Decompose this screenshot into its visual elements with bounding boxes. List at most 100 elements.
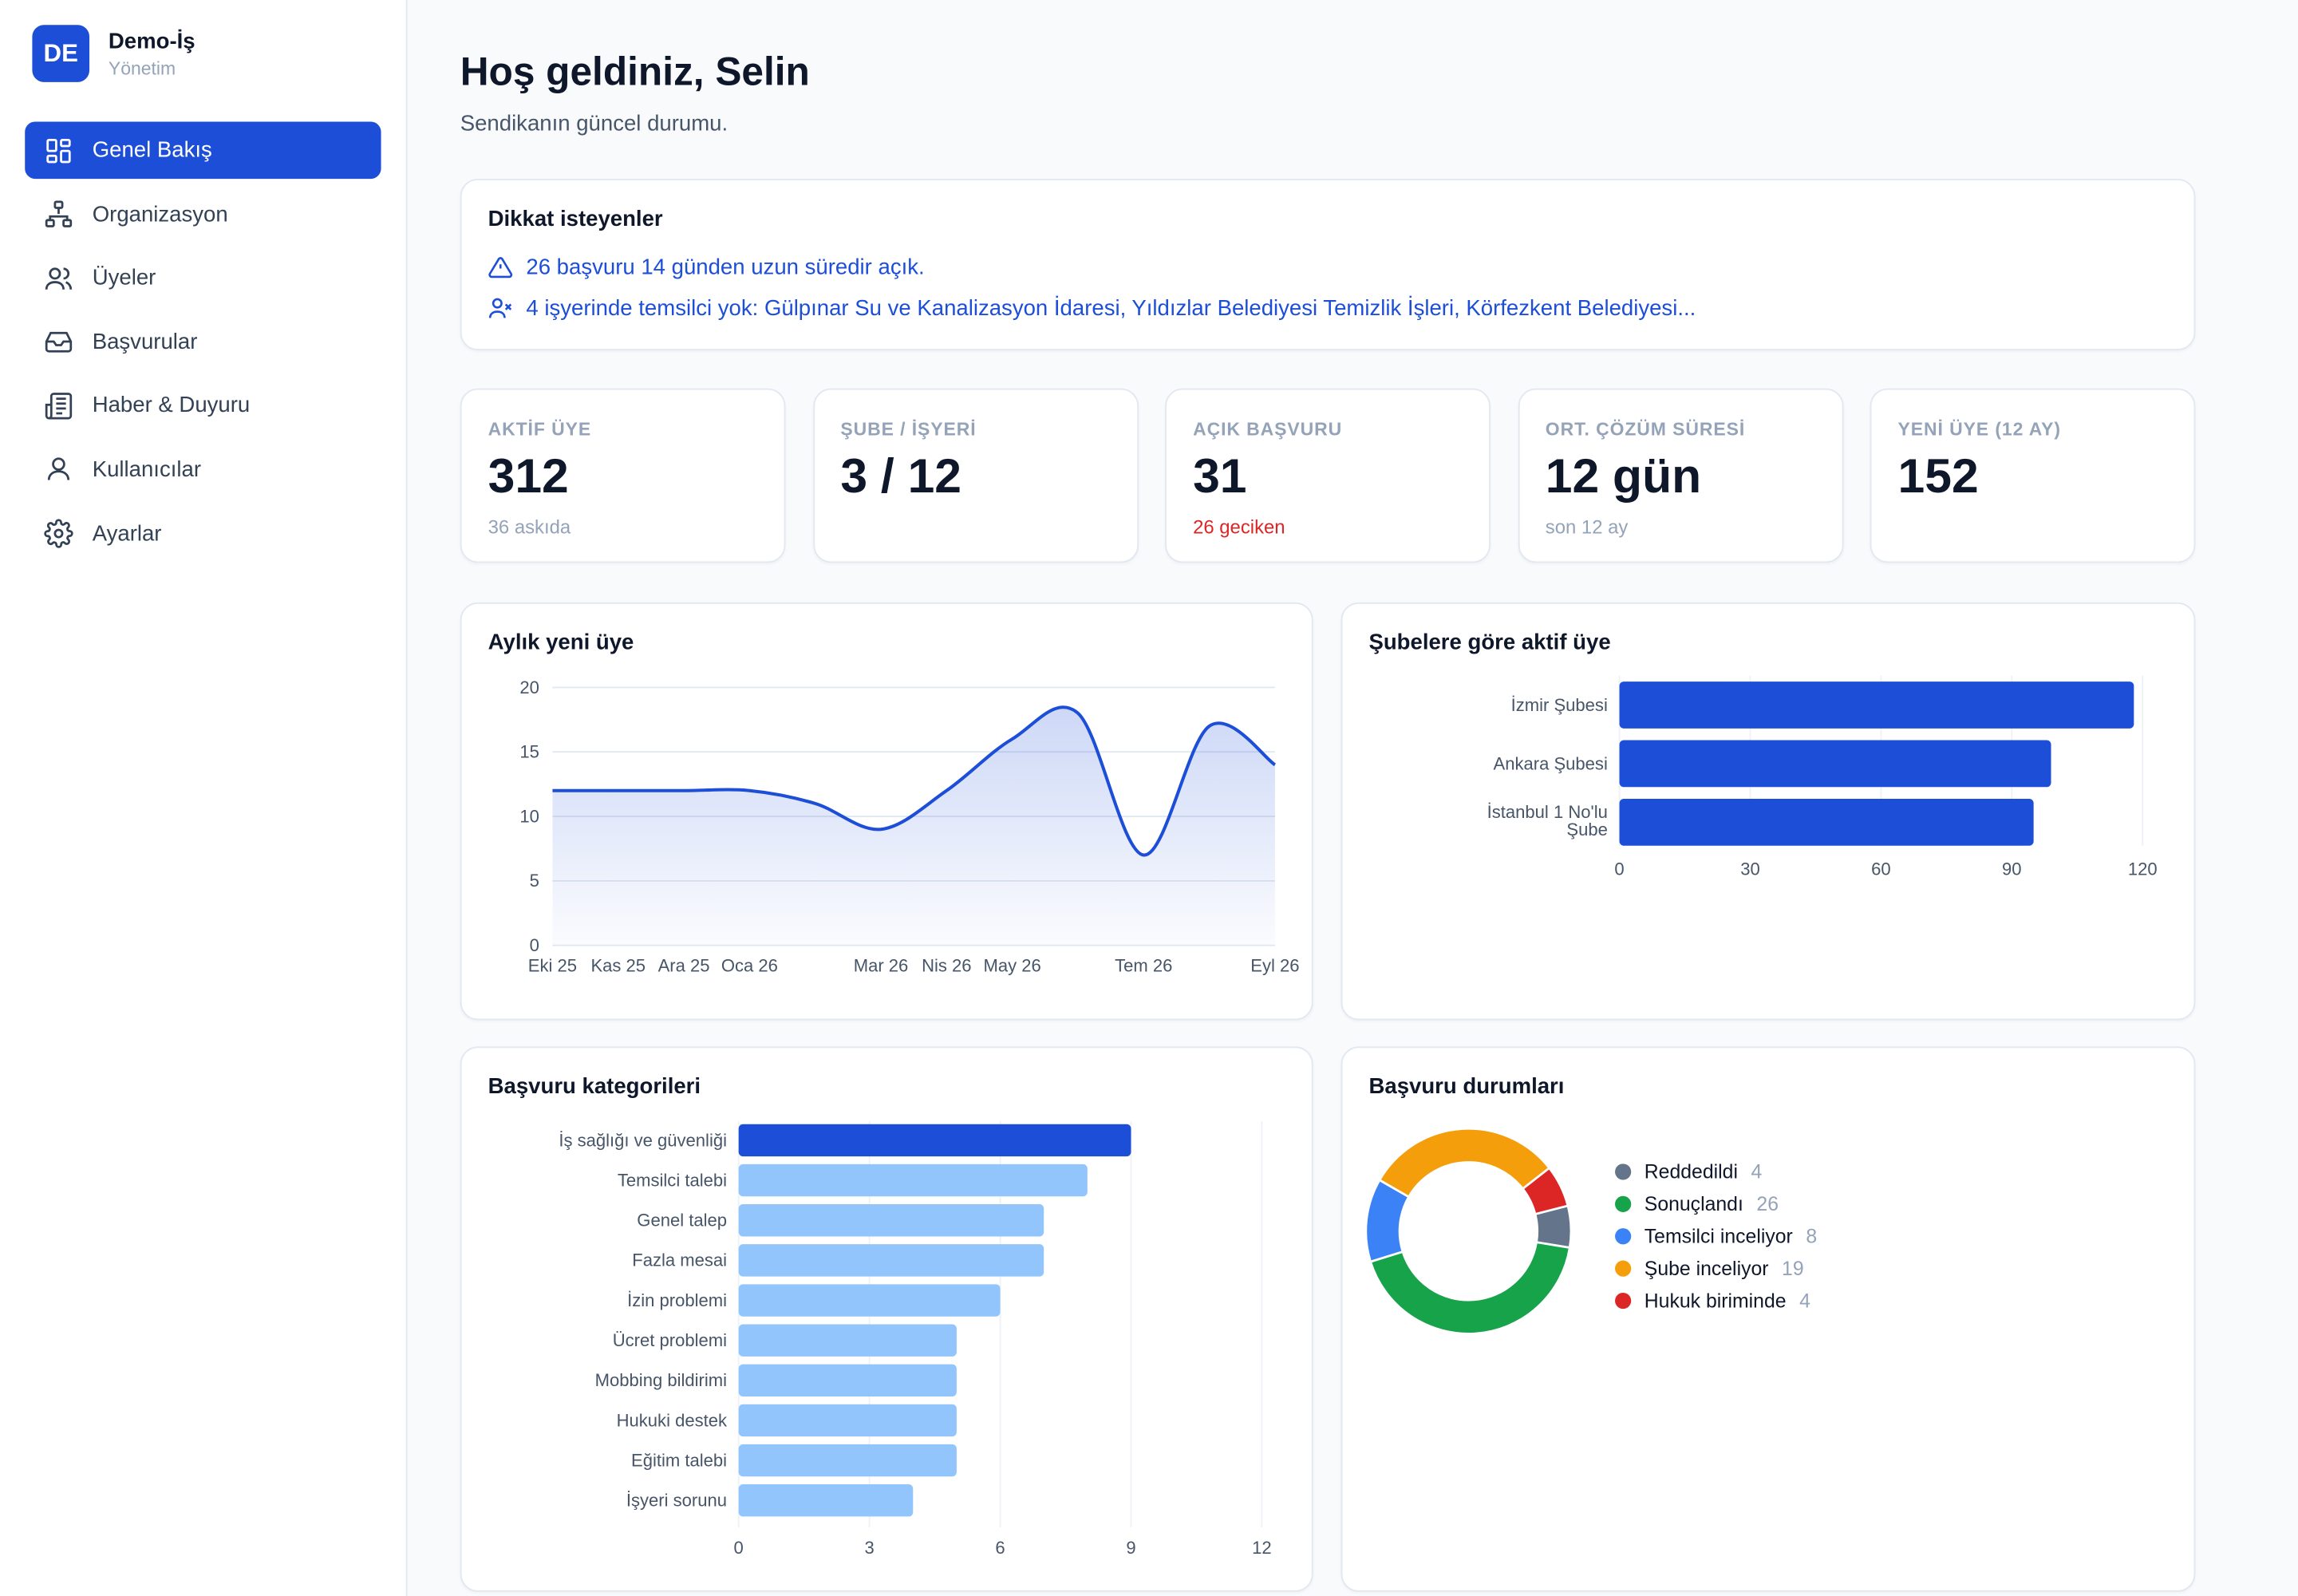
newspaper-icon <box>45 392 73 420</box>
bar <box>738 1124 1131 1157</box>
donut-slice <box>1521 1166 1570 1216</box>
legend-label: Reddedildi <box>1644 1161 1738 1183</box>
monthly-members-chart: 0 5 10 15 20 Eki 25 Kas 25 Ara 25 Oca 26 Mar 26 Ni… <box>519 678 1299 976</box>
chart-title: Başvuru durumları <box>1368 1074 1565 1100</box>
donut-slice <box>1368 1241 1571 1335</box>
main-content: Hoş geldiniz, Selin Sendikanın güncel du… <box>408 0 2298 1596</box>
legend-count: 19 <box>1782 1257 1804 1280</box>
y-tick-label: 20 <box>519 678 539 697</box>
request-status-chart <box>1364 1127 1573 1335</box>
branch-members-card: Şubelere göre aktif üye 0 30 60 90 120 İzmir … <box>1340 602 2196 1021</box>
legend-dot <box>1615 1260 1632 1277</box>
page-title: Hoş geldiniz, Selin <box>460 49 810 94</box>
legend-item: Temsilci inceliyor 8 <box>1615 1220 1817 1252</box>
sidebar-item-label: Genel Bakış <box>92 137 212 163</box>
brand: DE Demo-İş Yönetim <box>32 25 195 82</box>
request-status-card: Başvuru durumları Reddedildi 4 Sonuçlandı 2… <box>1340 1046 2196 1592</box>
x-tick-label: 12 <box>1252 1538 1272 1558</box>
y-tick-label: 15 <box>519 742 539 762</box>
sidebar-item-kullanicilar[interactable]: Kullanıcılar <box>25 441 381 499</box>
page-subtitle: Sendikanın güncel durumu. <box>460 111 728 136</box>
category-label-line: İstanbul 1 No'lu <box>1487 802 1608 822</box>
stat-value: 312 <box>488 448 569 503</box>
sidebar-item-genel-bakis[interactable]: Genel Bakış <box>25 121 381 180</box>
sidebar-item-label: Ayarlar <box>92 521 162 547</box>
bar <box>1619 681 2134 729</box>
legend-item: Hukuk biriminde 4 <box>1615 1284 1817 1316</box>
category-label: İzin problemi <box>627 1290 727 1310</box>
category-label: İş sağlığı ve güvenliği <box>559 1130 727 1150</box>
legend-count: 4 <box>1799 1289 1810 1312</box>
monthly-members-card: Aylık yeni üye 0 5 10 15 20 Eki 25 Kas 25 Ara 2… <box>460 602 1313 1021</box>
sidebar: DE Demo-İş Yönetim Genel Bakış Organizas… <box>0 0 408 1596</box>
x-tick-label: Tem 26 <box>1115 956 1172 976</box>
stat-card-active-members: AKTİF ÜYE 312 36 askıda <box>460 388 786 563</box>
bar <box>1619 799 2034 846</box>
stat-card-open-requests: AÇIK BAŞVURU 31 26 geciken <box>1165 388 1491 563</box>
bar <box>738 1244 1044 1277</box>
stat-note: 36 askıda <box>488 516 571 539</box>
legend-item: Sonuçlandı 26 <box>1615 1188 1817 1220</box>
legend-label: Şube inceliyor <box>1644 1257 1769 1280</box>
sidebar-item-haber-duyuru[interactable]: Haber & Duyuru <box>25 377 381 435</box>
stat-label: ORT. ÇÖZÜM SÜRESİ <box>1545 419 1746 440</box>
stat-note: son 12 ay <box>1545 516 1629 539</box>
legend-label: Hukuk biriminde <box>1644 1289 1787 1312</box>
stat-value: 12 gün <box>1545 448 1702 503</box>
category-label: İstanbul 1 No'lu Şube <box>1487 802 1608 839</box>
stat-label: AKTİF ÜYE <box>488 419 592 440</box>
org-chart-icon <box>45 200 73 228</box>
legend-count: 4 <box>1751 1161 1763 1183</box>
sidebar-item-ayarlar[interactable]: Ayarlar <box>25 505 381 563</box>
category-label: Hukuki destek <box>617 1410 728 1430</box>
x-tick-label: Kas 25 <box>590 956 646 976</box>
x-tick-label: Eyl 26 <box>1250 956 1299 976</box>
category-label: İzmir Şubesi <box>1511 695 1608 715</box>
x-tick-label: Nis 26 <box>922 956 971 976</box>
stat-label: ŞUBE / İŞYERİ <box>840 419 977 440</box>
category-label: Genel talep <box>637 1211 727 1231</box>
x-tick-label: Oca 26 <box>721 956 778 976</box>
sidebar-item-label: Organizasyon <box>92 201 228 227</box>
bar <box>738 1284 1001 1317</box>
legend-label: Sonuçlandı <box>1644 1193 1743 1215</box>
x-tick-label: Ara 25 <box>658 956 710 976</box>
bar <box>738 1364 957 1397</box>
category-label: Eğitim talebi <box>631 1450 727 1470</box>
branch-members-chart: 0 30 60 90 120 İzmir Şubesi Ankara Şubesi İstan… <box>1487 675 2158 879</box>
stat-note: 26 geciken <box>1193 516 1285 539</box>
category-label: Temsilci talebi <box>618 1170 727 1190</box>
sidebar-item-label: Kullanıcılar <box>92 456 202 483</box>
user-x-icon <box>488 298 512 318</box>
x-tick-label: 0 <box>1614 859 1624 879</box>
legend-count: 8 <box>1806 1225 1818 1248</box>
alert-open-requests[interactable]: 26 başvuru 14 günden uzun süredir açık. <box>488 255 925 280</box>
sidebar-item-basvurular[interactable]: Başvurular <box>25 314 381 371</box>
stat-value: 152 <box>1897 448 1979 503</box>
y-tick-label: 10 <box>519 806 539 826</box>
stat-card-avg-resolution: ORT. ÇÖZÜM SÜRESİ 12 gün son 12 ay <box>1517 388 1843 563</box>
alert-text: 26 başvuru 14 günden uzun süredir açık. <box>526 255 925 280</box>
legend-item: Şube inceliyor 19 <box>1615 1252 1817 1284</box>
category-label-line: Şube <box>1566 820 1607 839</box>
brand-logo: DE <box>32 25 90 82</box>
stat-label: AÇIK BAŞVURU <box>1193 419 1343 440</box>
x-tick-label: 60 <box>1871 859 1891 879</box>
users-icon <box>45 267 73 290</box>
sidebar-item-label: Üyeler <box>92 265 156 291</box>
donut-slice <box>1378 1127 1551 1199</box>
chart-title: Başvuru kategorileri <box>488 1074 701 1100</box>
category-label: Mobbing bildirimi <box>595 1370 727 1390</box>
sidebar-item-organizasyon[interactable]: Organizasyon <box>25 186 381 243</box>
sidebar-item-label: Haber & Duyuru <box>92 393 251 419</box>
alert-text: 4 işyerinde temsilci yok: Gülpınar Su ve… <box>526 296 1696 322</box>
alert-missing-representative[interactable]: 4 işyerinde temsilci yok: Gülpınar Su ve… <box>488 296 1696 321</box>
sidebar-item-uyeler[interactable]: Üyeler <box>25 250 381 307</box>
user-icon <box>47 458 70 481</box>
stat-value: 31 <box>1193 448 1247 503</box>
legend-dot <box>1615 1228 1632 1245</box>
x-tick-label: 0 <box>734 1538 744 1558</box>
x-tick-label: 90 <box>2002 859 2022 879</box>
x-tick-label: 30 <box>1740 859 1760 879</box>
inbox-icon <box>45 332 73 354</box>
